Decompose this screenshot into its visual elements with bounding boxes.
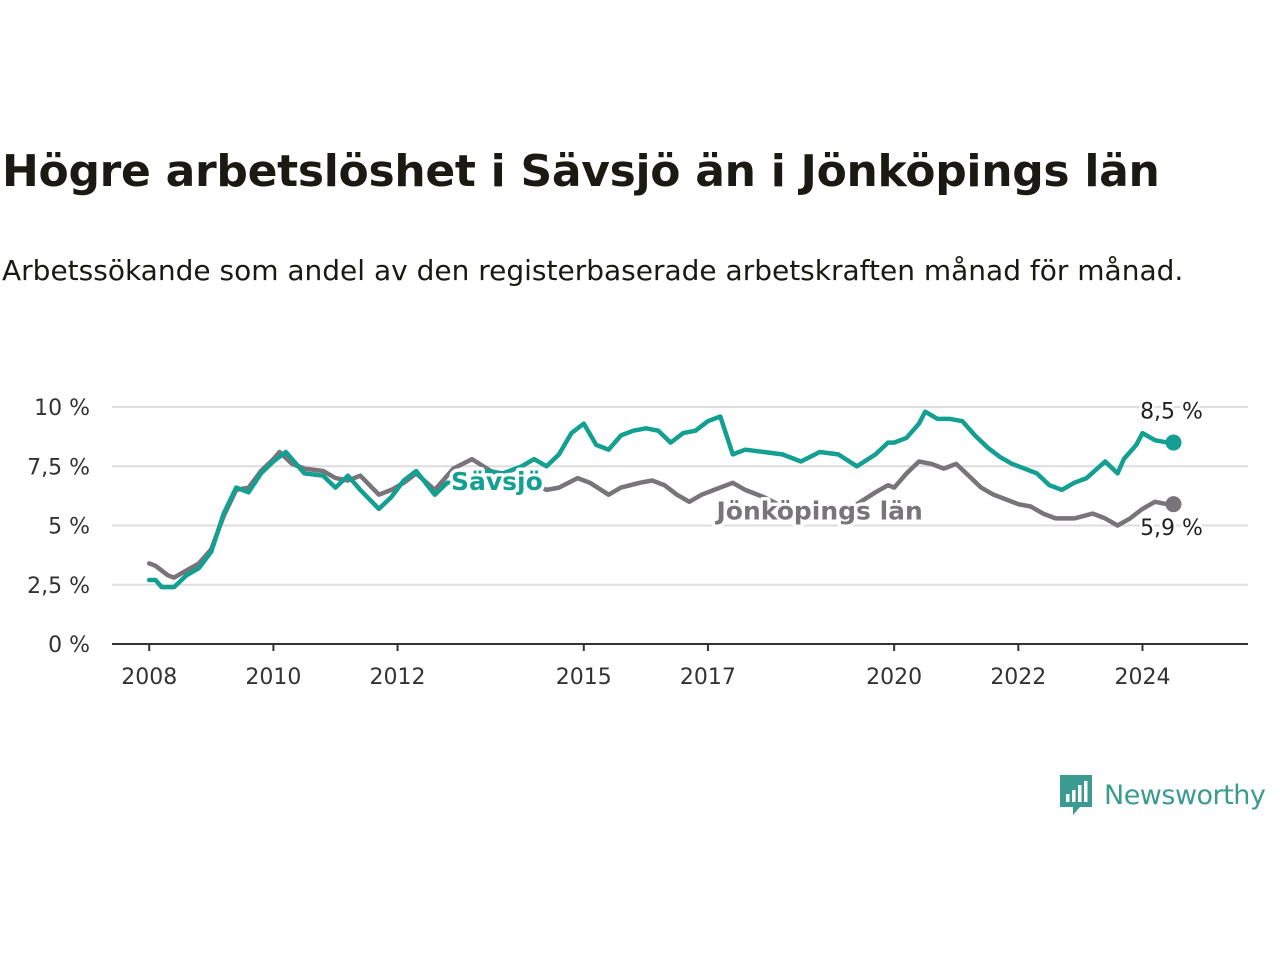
series-line-jonkoping [146,449,1176,580]
y-tick-label: 2,5 % [27,574,90,599]
series-end-label: 8,5 % [1140,400,1203,425]
line-chart: 0 % 2,5 % 5 % 7,5 % 10 % 2008 2010 2012 2015 2017… [27,396,1248,690]
chart-title: Högre arbetslöshet i Sävsjö än i Jönköpi… [2,146,1160,197]
x-tick-label: 2015 [556,665,612,690]
brand-name: Newsworthy [1104,779,1266,811]
y-tick-label: 5 % [48,515,90,540]
series-name-label: Jönköpings län [714,497,922,526]
series-line-savsjo [146,409,1176,590]
y-tick-label: 0 % [48,633,90,658]
x-tick-label: 2020 [866,665,922,690]
x-tick-label: 2008 [121,665,177,690]
newsworthy-brand[interactable]: Newsworthy [1058,773,1266,817]
series-end-dot [1165,496,1182,513]
series-end-dot [1165,434,1182,451]
series-name-label: Sävsjö [451,467,543,496]
y-tick-label: 10 % [34,396,90,421]
chart-subtitle: Arbetssökande som andel av den registerb… [2,254,1184,287]
series-labels: 8,5 % 5,9 % Sävsjö Jönköpings län [447,397,1205,544]
x-tick-label: 2010 [245,665,301,690]
axes: 0 % 2,5 % 5 % 7,5 % 10 % 2008 2010 2012 2015 2017… [27,396,1248,690]
newsworthy-logo-icon [1060,775,1092,815]
y-tick-label: 7,5 % [27,455,90,480]
series-lines [146,409,1182,590]
x-tick-label: 2017 [680,665,736,690]
x-tick-label: 2012 [370,665,426,690]
x-tick-label: 2022 [990,665,1046,690]
x-tick-label: 2024 [1114,665,1170,690]
series-end-label: 5,9 % [1140,516,1203,541]
